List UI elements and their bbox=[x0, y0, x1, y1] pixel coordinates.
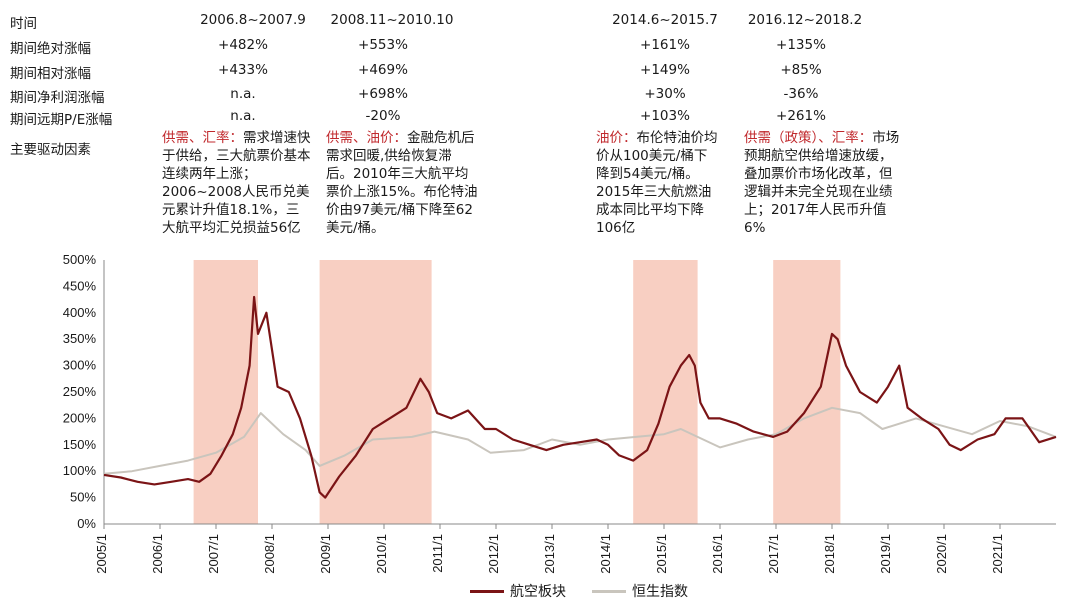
legend-hsi-label: 恒生指数 bbox=[632, 584, 688, 600]
period-2-driver: 供需、油价：金融危机后需求回暖,供给恢复滞后。2010年三大航平均票价上涨15%… bbox=[326, 129, 478, 237]
row-label-abs: 期间绝对涨幅 bbox=[10, 41, 91, 57]
y-tick-label: 250% bbox=[63, 384, 97, 399]
x-tick-label: 2013/1 bbox=[542, 534, 557, 574]
row-label-rel: 期间相对涨幅 bbox=[10, 66, 91, 82]
x-tick-label: 2017/1 bbox=[766, 534, 781, 574]
period-4-abs: +135% bbox=[776, 37, 826, 53]
row-label-time: 时间 bbox=[10, 16, 37, 32]
y-tick-label: 300% bbox=[63, 358, 97, 373]
period-1-pe: n.a. bbox=[230, 108, 256, 124]
highlight-period-1 bbox=[193, 260, 258, 524]
y-tick-label: 100% bbox=[63, 463, 97, 478]
x-tick-label: 2016/1 bbox=[710, 534, 725, 574]
x-tick-label: 2012/1 bbox=[486, 534, 501, 574]
period-4-rel: +85% bbox=[780, 62, 822, 78]
period-1-driver-text: 需求增速快于供给，三大航票价基本连续两年上涨；2006~2008人民币兑美元累计… bbox=[162, 130, 311, 236]
period-3-time: 2014.6~2015.7 bbox=[612, 12, 718, 28]
period-1-abs: +482% bbox=[218, 37, 268, 53]
period-4-profit: -36% bbox=[783, 86, 819, 102]
series-line-hsi bbox=[103, 406, 1057, 475]
row-label-driver: 主要驱动因素 bbox=[10, 142, 91, 158]
x-tick-label: 2021/1 bbox=[990, 534, 1005, 574]
period-3-abs: +161% bbox=[640, 37, 690, 53]
period-2-driver-keyword: 供需、油价： bbox=[326, 130, 407, 146]
period-4-driver: 供需（政策）、汇率：市场预期航空供给增速放缓，叠加票价市场化改革，但逻辑并未完全… bbox=[744, 129, 902, 237]
row-label-pe: 期间远期P/E涨幅 bbox=[10, 112, 113, 128]
period-3-driver-keyword: 油价： bbox=[596, 130, 637, 146]
period-1-rel: +433% bbox=[218, 62, 268, 78]
legend-2: 恒生指数 bbox=[592, 581, 688, 601]
y-tick-label: 350% bbox=[63, 331, 97, 346]
y-tick-label: 400% bbox=[63, 305, 97, 320]
y-tick-label: 200% bbox=[63, 410, 97, 425]
period-1-driver-keyword: 供需、汇率： bbox=[162, 130, 243, 146]
period-2-driver-text: 金融危机后需求回暖,供给恢复滞后。2010年三大航平均票价上涨15%。布伦特油价… bbox=[326, 130, 478, 236]
period-4-driver-keyword: 供需（政策）、汇率： bbox=[744, 130, 873, 146]
period-2-rel: +469% bbox=[358, 62, 408, 78]
legend-hsi-swatch bbox=[592, 589, 626, 593]
legend-airline-swatch bbox=[470, 589, 504, 593]
y-tick-label: 450% bbox=[63, 278, 97, 293]
highlight-period-4 bbox=[773, 260, 841, 524]
period-1-profit: n.a. bbox=[230, 86, 256, 102]
period-4-pe: +261% bbox=[776, 108, 826, 124]
x-tick-label: 2019/1 bbox=[878, 534, 893, 574]
x-tick-label: 2005/1 bbox=[94, 534, 109, 574]
period-2-pe: -20% bbox=[365, 108, 401, 124]
period-2-profit: +698% bbox=[358, 86, 408, 102]
x-tick-label: 2007/1 bbox=[206, 534, 221, 574]
period-2-time: 2008.11~2010.10 bbox=[330, 12, 454, 28]
y-tick-label: 0% bbox=[77, 516, 96, 531]
x-tick-label: 2006/1 bbox=[150, 534, 165, 574]
period-3-profit: +30% bbox=[644, 86, 686, 102]
row-label-profit: 期间净利润涨幅 bbox=[10, 90, 105, 106]
period-1-driver: 供需、汇率：需求增速快于供给，三大航票价基本连续两年上涨；2006~2008人民… bbox=[162, 129, 312, 237]
y-tick-label: 50% bbox=[70, 490, 96, 505]
highlight-period-3 bbox=[633, 260, 698, 524]
period-3-rel: +149% bbox=[640, 62, 690, 78]
x-tick-label: 2020/1 bbox=[934, 534, 949, 574]
period-4-time: 2016.12~2018.2 bbox=[747, 12, 863, 28]
x-tick-label: 2014/1 bbox=[598, 534, 613, 574]
x-tick-label: 2010/1 bbox=[374, 534, 389, 574]
legend: 航空板块 bbox=[470, 581, 566, 601]
x-tick-label: 2009/1 bbox=[318, 534, 333, 574]
x-tick-label: 2018/1 bbox=[822, 534, 837, 574]
y-tick-label: 500% bbox=[63, 252, 97, 267]
period-3-driver-text: 布伦特油价均价从100美元/桶下降到54美元/桶。2015年三大航燃油成本同比平… bbox=[596, 130, 718, 236]
y-tick-label: 150% bbox=[63, 437, 97, 452]
period-3-pe: +103% bbox=[640, 108, 690, 124]
period-2-abs: +553% bbox=[358, 37, 408, 53]
legend-airline-label: 航空板块 bbox=[510, 584, 566, 600]
x-tick-label: 2015/1 bbox=[654, 534, 669, 574]
x-tick-label: 2008/1 bbox=[262, 534, 277, 574]
period-3-driver: 油价：布伦特油价均价从100美元/桶下降到54美元/桶。2015年三大航燃油成本… bbox=[596, 129, 718, 237]
period-1-time: 2006.8~2007.9 bbox=[200, 12, 306, 28]
series-line-airline bbox=[103, 295, 1057, 499]
x-tick-label: 2011/1 bbox=[430, 534, 445, 573]
period-4-driver-text: 市场预期航空供给增速放缓，叠加票价市场化改革，但逻辑并未完全兑现在业绩上；201… bbox=[744, 130, 900, 236]
